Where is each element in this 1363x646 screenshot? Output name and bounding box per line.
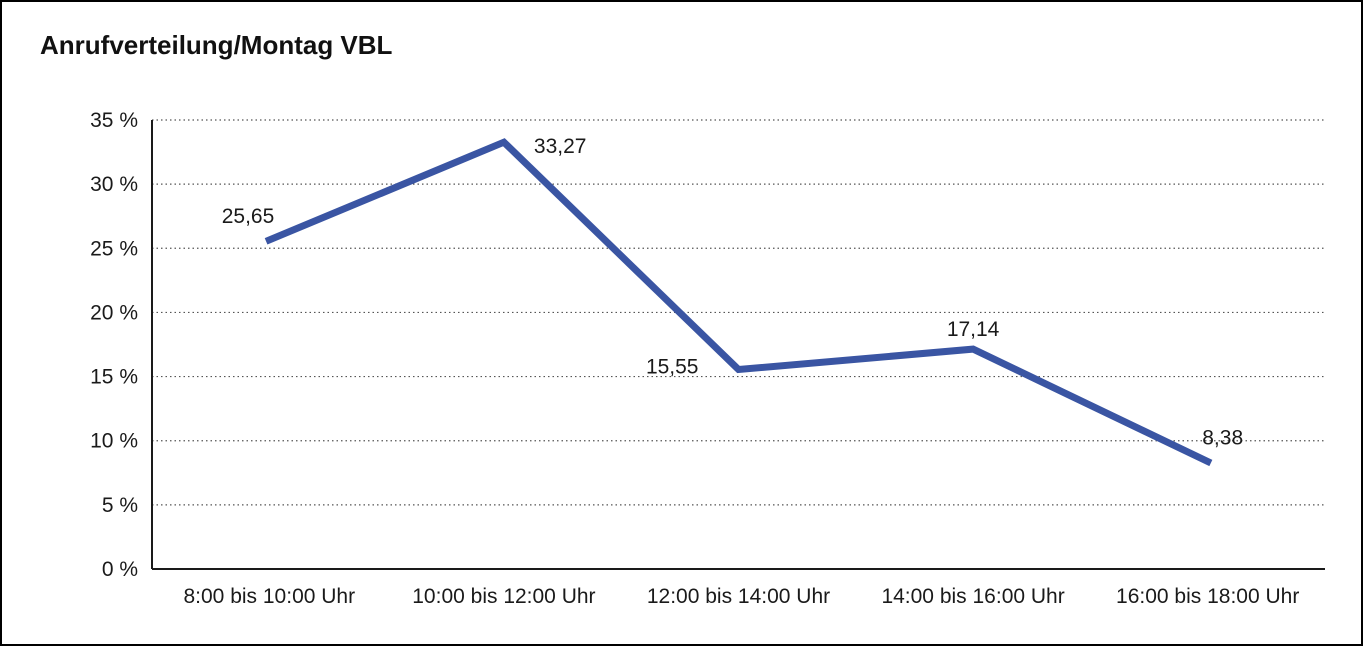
y-tick-label: 20 % <box>90 301 138 324</box>
x-tick-label: 12:00 bis 14:00 Uhr <box>647 585 830 608</box>
data-point-label: 17,14 <box>947 318 1000 341</box>
data-line <box>264 138 1213 467</box>
x-tick-label: 16:00 bis 18:00 Uhr <box>1116 585 1299 608</box>
y-tick-label: 5 % <box>102 494 138 517</box>
data-point-label: 8,38 <box>1202 426 1243 449</box>
chart-title: Anrufverteilung/Montag VBL <box>40 30 393 60</box>
x-tick-label: 8:00 bis 10:00 Uhr <box>183 585 355 608</box>
y-tick-label: 10 % <box>90 430 138 453</box>
y-tick-label: 0 % <box>102 558 138 581</box>
data-point-label: 15,55 <box>646 356 699 379</box>
data-point-label: 33,27 <box>534 135 587 158</box>
y-tick-label: 25 % <box>90 237 138 260</box>
data-point-label: 25,65 <box>222 205 275 228</box>
x-tick-label: 14:00 bis 16:00 Uhr <box>881 585 1064 608</box>
y-tick-label: 15 % <box>90 366 138 389</box>
y-tick-label: 35 % <box>90 109 138 132</box>
y-tick-label: 30 % <box>90 173 138 196</box>
x-tick-label: 10:00 bis 12:00 Uhr <box>412 585 595 608</box>
